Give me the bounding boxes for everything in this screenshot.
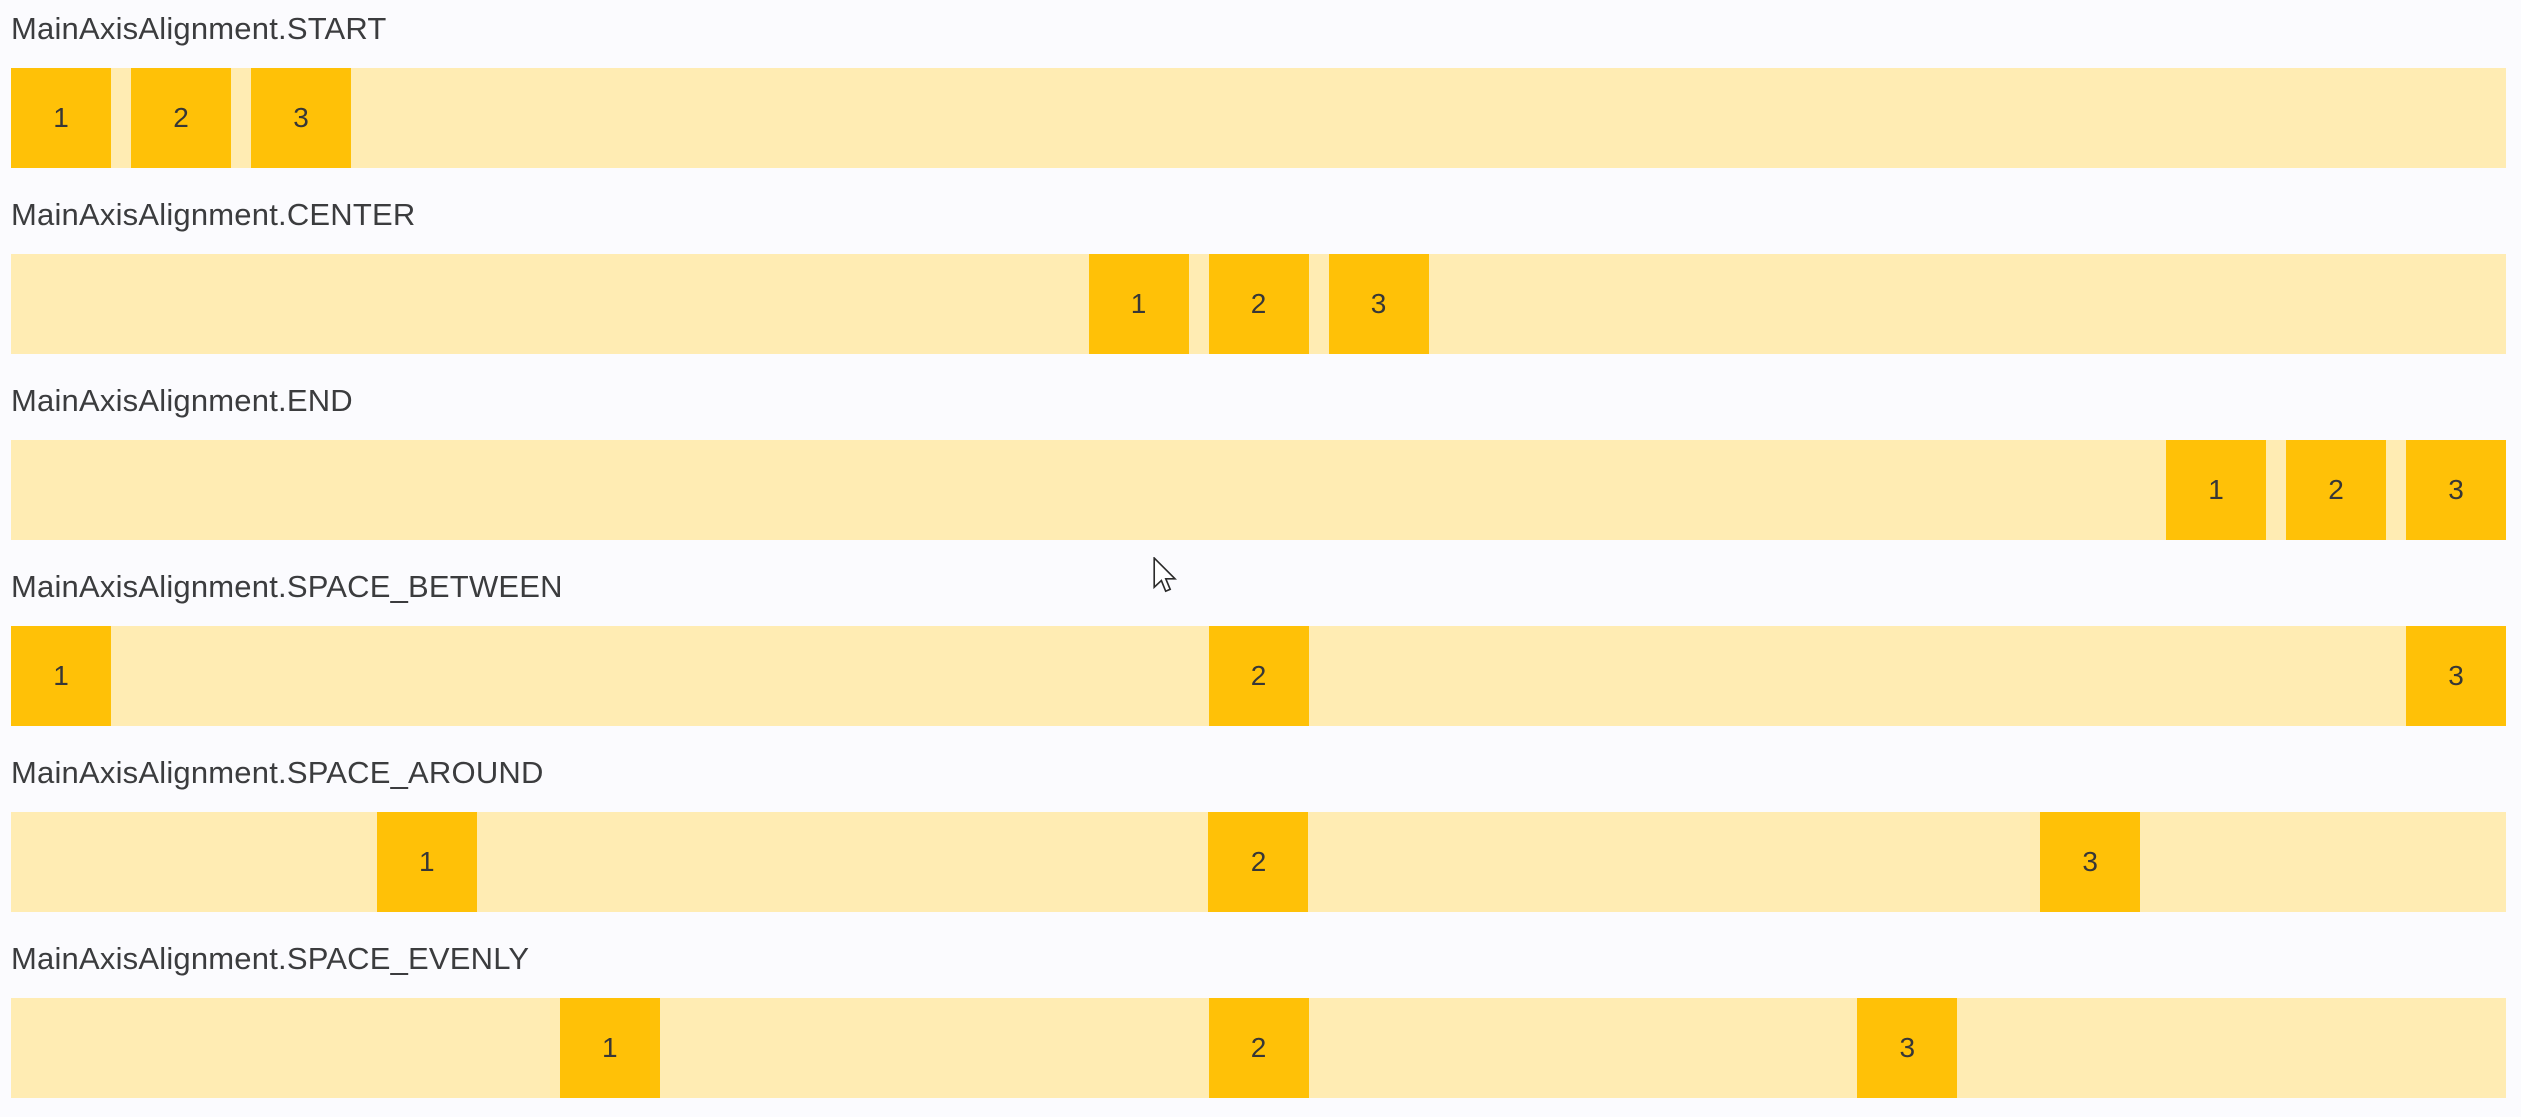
item-box: 3 [251, 68, 351, 168]
item-box-number: 3 [2448, 474, 2464, 505]
item-box-number: 1 [601, 1032, 618, 1063]
item-box: 2 [1208, 254, 1309, 354]
item-box: 1 [559, 998, 660, 1098]
item-box: 1 [11, 68, 111, 168]
alignment-section-start: MainAxisAlignment.START 1 2 3 [11, 6, 2506, 168]
section-label: MainAxisAlignment.SPACE_EVENLY [11, 941, 530, 976]
item-box: 2 [131, 68, 231, 168]
item-box-number: 2 [1250, 288, 1267, 319]
item-box-number: 1 [2208, 474, 2224, 505]
section-label: MainAxisAlignment.START [11, 11, 387, 46]
item-box: 2 [2286, 440, 2386, 540]
item-box-number: 3 [1370, 288, 1387, 319]
item-box: 3 [2406, 626, 2506, 726]
item-box: 3 [2040, 812, 2141, 912]
section-label: MainAxisAlignment.SPACE_BETWEEN [11, 569, 563, 604]
row-band: 1 2 3 [11, 440, 2506, 540]
item-box: 2 [1208, 626, 1309, 726]
item-box-number: 1 [1130, 288, 1147, 319]
item-box-number: 2 [173, 102, 189, 133]
item-box-number: 1 [53, 102, 69, 133]
item-box: 1 [376, 812, 477, 912]
alignment-section-center: MainAxisAlignment.CENTER 1 2 3 [11, 192, 2506, 354]
section-label: MainAxisAlignment.CENTER [11, 197, 416, 232]
item-box-number: 3 [293, 102, 309, 133]
item-box: 1 [1088, 254, 1189, 354]
item-box-number: 3 [1899, 1032, 1916, 1063]
item-box-number: 1 [53, 660, 69, 691]
item-box: 1 [11, 626, 111, 726]
alignment-section-space-between: MainAxisAlignment.SPACE_BETWEEN 1 2 3 [11, 564, 2506, 726]
item-box-number: 2 [1250, 660, 1267, 691]
section-label: MainAxisAlignment.SPACE_AROUND [11, 755, 544, 790]
row-band: 1 2 3 [11, 812, 2506, 912]
item-box: 2 [1208, 812, 1309, 912]
item-box-number: 3 [2082, 846, 2098, 877]
item-box: 3 [1328, 254, 1429, 354]
item-box-number: 2 [2328, 474, 2344, 505]
item-box: 1 [2166, 440, 2266, 540]
row-band: 1 2 3 [11, 626, 2506, 726]
section-label: MainAxisAlignment.END [11, 383, 353, 418]
item-box: 2 [1208, 998, 1309, 1098]
alignment-section-space-around: MainAxisAlignment.SPACE_AROUND 1 2 3 [11, 750, 2506, 912]
item-box-number: 2 [1250, 846, 1267, 877]
row-band: 1 2 3 [11, 68, 2506, 168]
alignment-section-end: MainAxisAlignment.END 1 2 3 [11, 378, 2506, 540]
row-band: 1 2 3 [11, 254, 2506, 354]
item-box: 3 [2406, 440, 2506, 540]
item-box-number: 2 [1250, 1032, 1267, 1063]
item-box-number: 1 [419, 846, 435, 877]
item-box: 3 [1857, 998, 1958, 1098]
item-box-number: 3 [2448, 660, 2464, 691]
row-band: 1 2 3 [11, 998, 2506, 1098]
alignment-section-space-evenly: MainAxisAlignment.SPACE_EVENLY 1 2 3 [11, 936, 2506, 1098]
